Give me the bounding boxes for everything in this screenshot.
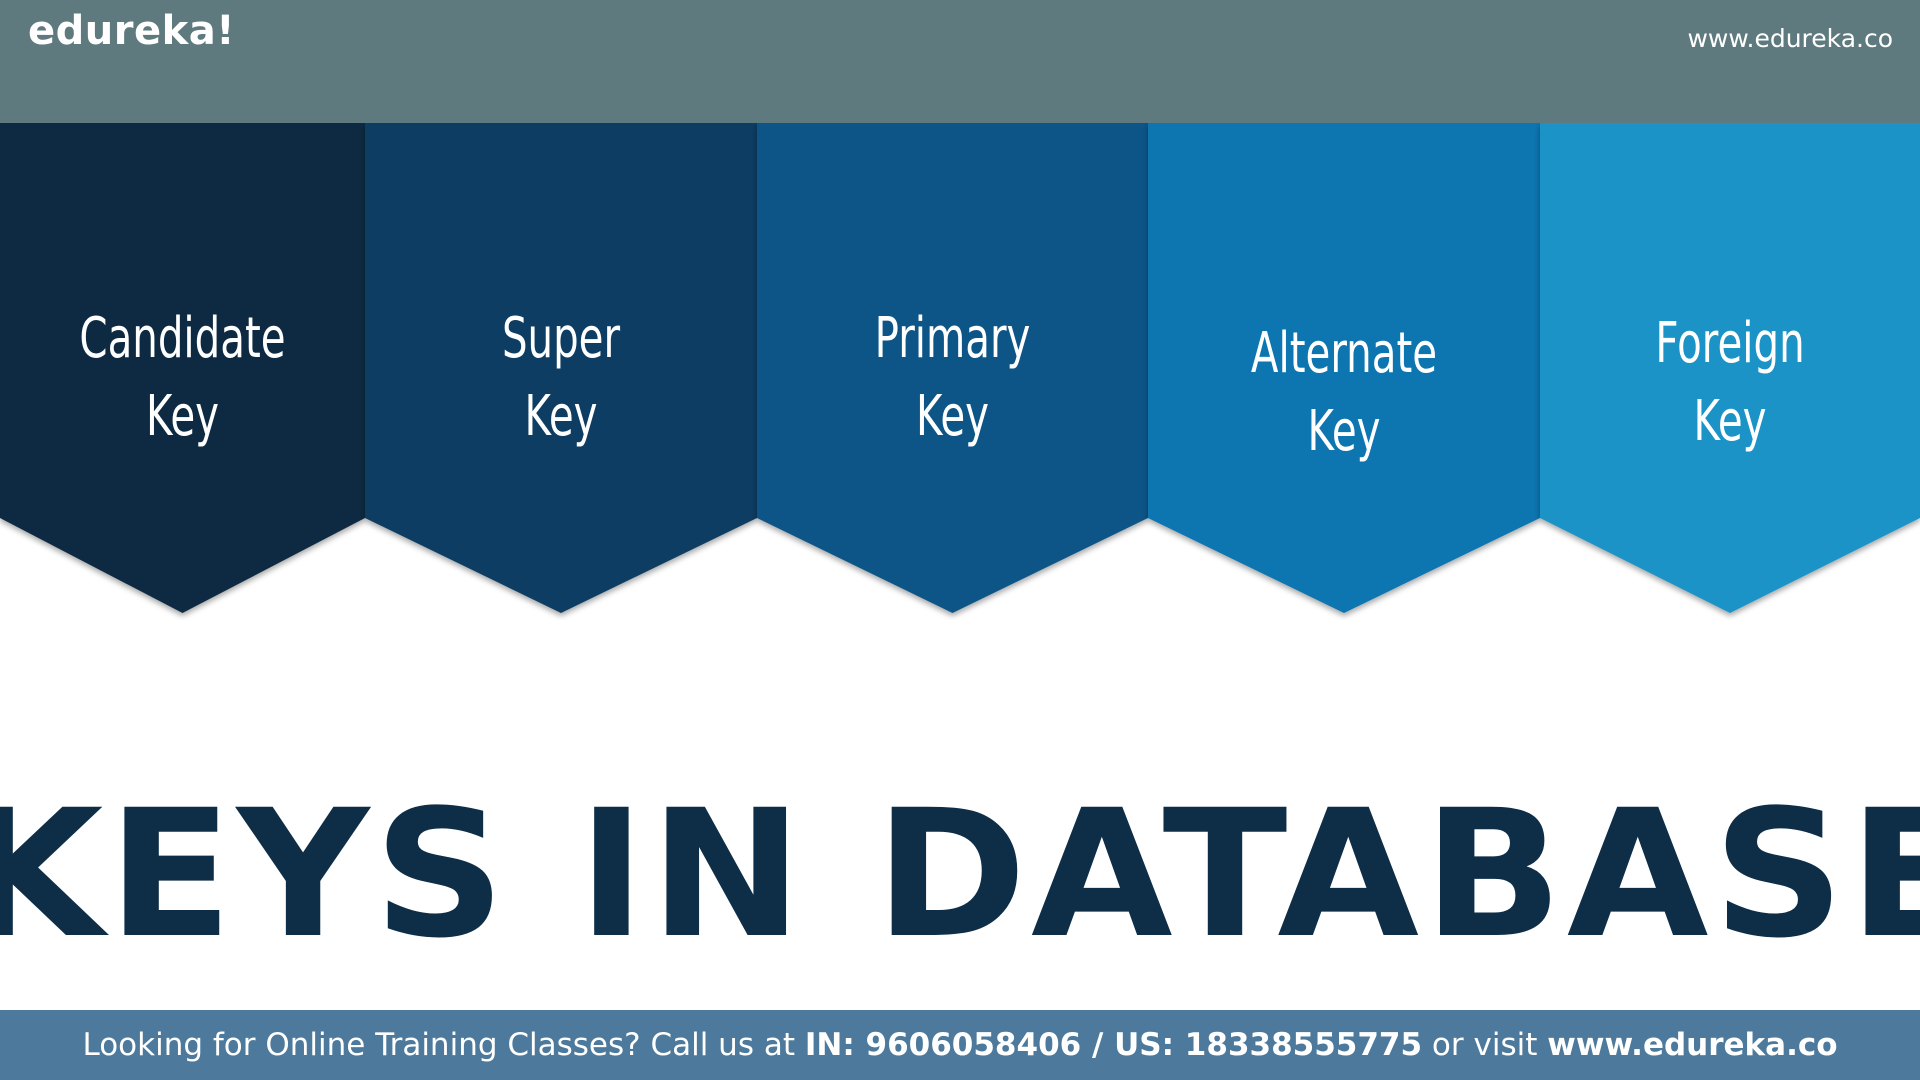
chevron-primary-key	[757, 123, 1148, 613]
chevron-label-line1: Primary	[874, 306, 1031, 371]
key-types-banner	[0, 123, 1920, 613]
footer-middle: or visit	[1422, 1027, 1548, 1063]
chevron-foreign-key	[1540, 123, 1920, 613]
header-bar: edureka! www.edureka.co	[0, 0, 1920, 123]
chevron-label-line2: Key	[1693, 389, 1767, 454]
page-title: KEYS IN DATABASE	[0, 772, 1920, 977]
chevron-label-super: Super Key	[420, 300, 702, 456]
footer-prefix: Looking for Online Training Classes? Cal…	[82, 1027, 805, 1063]
chevron-label-line2: Key	[145, 384, 220, 449]
footer-url[interactable]: www.edureka.co	[1547, 1027, 1838, 1063]
chevron-label-line1: Alternate	[1250, 321, 1438, 386]
chevron-label-line2: Key	[915, 384, 990, 449]
footer-bar: Looking for Online Training Classes? Cal…	[0, 1010, 1920, 1080]
chevron-label-line1: Super	[501, 306, 621, 371]
chevron-label-line2: Key	[1307, 399, 1381, 464]
chevron-label-line1: Candidate	[79, 306, 286, 371]
chevron-label-alternate: Alternate Key	[1203, 315, 1485, 471]
chevron-label-foreign: Foreign Key	[1593, 305, 1867, 461]
chevron-label-primary: Primary Key	[812, 300, 1094, 456]
chevron-label-candidate: Candidate Key	[51, 300, 314, 456]
chevron-candidate-key	[0, 123, 365, 613]
chevron-super-key	[365, 123, 757, 613]
site-url: www.edureka.co	[1687, 24, 1893, 53]
edureka-logo: edureka!	[28, 8, 235, 54]
chevron-alternate-key	[1148, 123, 1540, 613]
chevron-label-line1: Foreign	[1655, 311, 1805, 376]
chevron-label-line2: Key	[524, 384, 598, 449]
footer-phone-numbers: IN: 9606058406 / US: 18338555775	[804, 1027, 1423, 1063]
